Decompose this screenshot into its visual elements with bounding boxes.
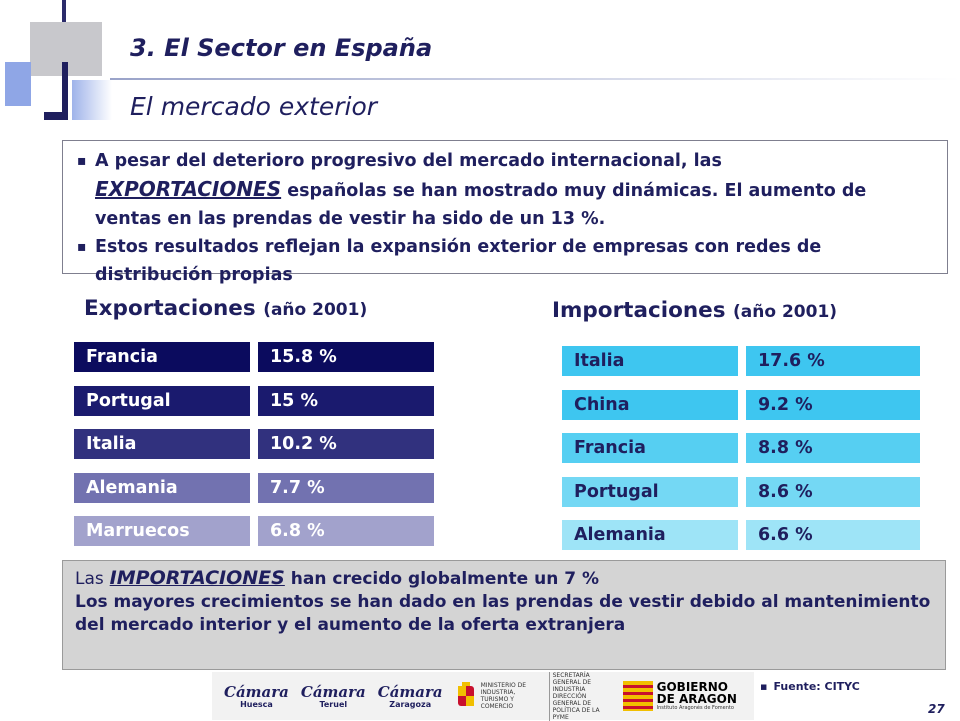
gobierno-aragon-logo: GOBIERNO DE ARAGON Instituto Aragonés de… xyxy=(622,681,737,711)
import-country: Francia xyxy=(562,433,738,463)
imports-note: Las IMPORTACIONES han crecido globalment… xyxy=(62,560,946,670)
aragon-flag-icon xyxy=(622,681,653,711)
export-value: 15 % xyxy=(258,386,434,416)
camara-teruel-logo: Cámara Teruel xyxy=(301,684,366,709)
export-value: 10.2 % xyxy=(258,429,434,459)
camara-logo-text: Cámara xyxy=(300,682,366,701)
exports-heading-year: (año 2001) xyxy=(263,300,368,320)
export-value: 7.7 % xyxy=(258,473,434,503)
source-note: Fuente: CITYC xyxy=(760,680,859,693)
page-subtitle: El mercado exterior xyxy=(130,92,378,121)
note-lead: Las xyxy=(75,569,104,589)
export-country: Francia xyxy=(74,342,250,372)
note-emphasis: IMPORTACIONES xyxy=(109,567,285,589)
export-country: Portugal xyxy=(74,386,250,416)
camara-huesca-logo: Cámara Huesca xyxy=(224,684,289,709)
import-value: 17.6 % xyxy=(746,346,920,376)
coat-of-arms-icon xyxy=(457,682,474,706)
note-line1: han crecido globalmente un 7 % xyxy=(290,569,599,589)
intro-box: A pesar del deterioro progresivo del mer… xyxy=(62,140,948,285)
ministry-logo: MINISTERIO DE INDUSTRIA, TURISMO Y COMER… xyxy=(455,671,611,721)
gov-line1: GOBIERNO xyxy=(656,680,728,694)
import-value: 9.2 % xyxy=(746,390,920,420)
decor-bar xyxy=(44,112,68,120)
ministry-department: SECRETARÍA GENERAL DE INDUSTRIA DIRECCIÓ… xyxy=(548,671,611,721)
export-country: Italia xyxy=(74,429,250,459)
decor-bar xyxy=(62,0,66,28)
camara-logo-text: Cámara xyxy=(224,682,289,701)
decor-block xyxy=(5,62,31,106)
import-country: China xyxy=(562,390,738,420)
export-country: Alemania xyxy=(74,473,250,503)
decor-gradient xyxy=(72,80,112,120)
note-body: Los mayores crecimientos se han dado en … xyxy=(75,592,931,635)
export-value: 6.8 % xyxy=(258,516,434,546)
gov-sub: Instituto Aragonés de Fomento xyxy=(656,705,734,711)
camara-zaragoza-logo: Cámara Zaragoza xyxy=(378,684,443,709)
import-value: 8.8 % xyxy=(746,433,920,463)
intro-bullet-1: A pesar del deterioro progresivo del mer… xyxy=(75,147,937,233)
decor-bar xyxy=(62,62,68,120)
exports-heading: Exportaciones (año 2001) xyxy=(84,296,367,321)
camara-logo-city: Teruel xyxy=(319,699,348,709)
page-number: 27 xyxy=(928,702,945,716)
import-country: Alemania xyxy=(562,520,738,550)
exports-heading-label: Exportaciones xyxy=(84,296,256,321)
sponsor-logos: Cámara Huesca Cámara Teruel Cámara Zarag… xyxy=(212,671,754,721)
export-country: Marruecos xyxy=(74,516,250,546)
export-value: 15.8 % xyxy=(258,342,434,372)
import-value: 8.6 % xyxy=(746,477,920,507)
decor-divider xyxy=(110,78,960,80)
imports-heading-label: Importaciones xyxy=(552,298,726,323)
imports-heading-year: (año 2001) xyxy=(733,302,838,322)
imports-heading: Importaciones (año 2001) xyxy=(552,298,837,323)
import-value: 6.6 % xyxy=(746,520,920,550)
import-country: Portugal xyxy=(562,477,738,507)
import-country: Italia xyxy=(562,346,738,376)
intro-b1-post: españolas se han mostrado muy dinámicas.… xyxy=(95,181,867,229)
intro-b1-emphasis: EXPORTACIONES xyxy=(95,177,282,201)
page-title: 3. El Sector en España xyxy=(130,34,433,62)
camara-logo-city: Huesca xyxy=(240,699,273,709)
gov-text: GOBIERNO DE ARAGON Instituto Aragonés de… xyxy=(657,681,737,711)
intro-bullet-2: Estos resultados reflejan la expansión e… xyxy=(75,233,937,289)
camara-logo-text: Cámara xyxy=(377,682,443,701)
ministry-name: MINISTERIO DE INDUSTRIA, TURISMO Y COMER… xyxy=(480,682,527,710)
camara-logo-city: Zaragoza xyxy=(389,699,432,709)
gov-line2: DE ARAGON xyxy=(656,692,737,706)
intro-b1-pre: A pesar del deterioro progresivo del mer… xyxy=(95,151,722,171)
